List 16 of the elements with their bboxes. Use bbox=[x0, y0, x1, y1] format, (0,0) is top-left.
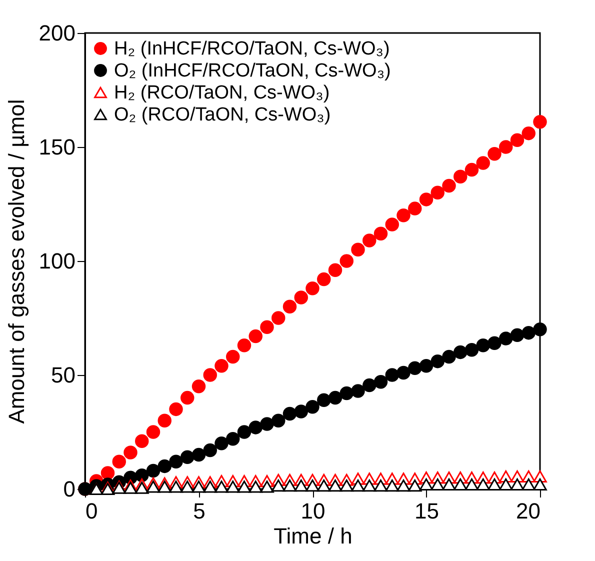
x-tick-label: 0 bbox=[86, 498, 98, 524]
x-tick-label: 20 bbox=[516, 498, 540, 524]
x-tick-label: 15 bbox=[414, 498, 439, 524]
legend-label: H₂ (RCO/TaON, Cs-WO₃) bbox=[114, 82, 330, 104]
legend-label: H₂ (InHCF/RCO/TaON, Cs-WO₃) bbox=[114, 38, 390, 60]
y-tick-label: 100 bbox=[38, 248, 76, 274]
y-tick-label: 0 bbox=[63, 476, 76, 502]
x-tick-label: 5 bbox=[193, 498, 206, 524]
legend-label: O₂ (RCO/TaON, Cs-WO₃) bbox=[114, 104, 331, 126]
y-tick-label: 50 bbox=[51, 362, 76, 388]
x-axis-title: Time / h bbox=[274, 524, 352, 548]
y-tick-label: 200 bbox=[38, 20, 76, 46]
legend-label: O₂ (InHCF/RCO/TaON, Cs-WO₃) bbox=[114, 60, 391, 82]
x-tick-label: 10 bbox=[300, 498, 326, 524]
y-axis-title: Amount of gasses evolved / µmol bbox=[4, 99, 29, 424]
y-tick-label: 150 bbox=[38, 134, 76, 160]
